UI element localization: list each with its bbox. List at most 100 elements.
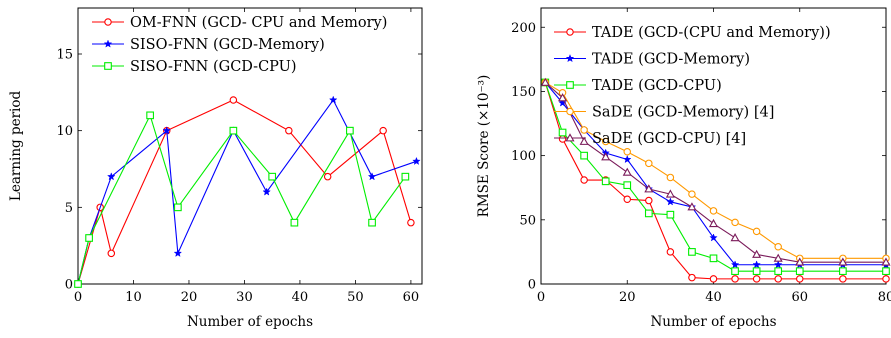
data-point	[623, 148, 631, 156]
data-point	[285, 126, 293, 135]
data-point	[752, 249, 762, 258]
data-point	[622, 154, 632, 164]
legend-swatch-marker	[104, 18, 112, 26]
data-point	[708, 218, 719, 228]
data-point	[773, 253, 783, 262]
x-tick-label: 20	[181, 290, 198, 305]
x-tick-label: 20	[619, 290, 636, 305]
data-point	[580, 176, 588, 184]
x-axis-label: Number of epochs	[650, 314, 776, 330]
series-line	[77, 99, 412, 285]
y-tick-label: 0	[528, 278, 536, 293]
data-point	[580, 151, 588, 160]
legend: OM-FNN (GCD- CPU and Memory) SISO-FNN (GC…	[92, 15, 387, 75]
legend-swatch-marker	[103, 39, 113, 48]
legend-label: TADE (GCD-(CPU and Memory))	[592, 25, 831, 41]
data-point	[839, 275, 847, 283]
x-tick-label: 40	[705, 290, 722, 305]
data-point	[558, 93, 568, 102]
data-point	[368, 218, 376, 227]
legend-swatch-marker	[566, 107, 574, 116]
data-point	[687, 202, 697, 211]
data-point	[774, 243, 782, 251]
data-point	[731, 218, 739, 227]
y-tick-label: 50	[519, 213, 536, 228]
y-tick-label: 15	[56, 48, 73, 63]
series-1	[541, 78, 890, 283]
data-point	[688, 190, 696, 198]
data-point	[540, 77, 550, 86]
legend-swatch-marker	[566, 81, 574, 89]
data-point	[709, 275, 718, 283]
legend-label: TADE (GCD-CPU)	[592, 78, 722, 94]
legend-label: OM-FNN (GCD- CPU and Memory)	[130, 15, 387, 31]
data-point	[666, 248, 675, 256]
data-point	[709, 254, 718, 263]
plot-frame	[77, 7, 423, 285]
series-1	[74, 96, 415, 288]
legend-label: SISO-FNN (GCD-Memory)	[130, 37, 325, 53]
data-point	[752, 260, 761, 269]
data-point	[666, 210, 675, 219]
series-2	[73, 95, 421, 288]
series-3	[541, 78, 890, 276]
data-point	[346, 126, 354, 135]
data-point	[882, 267, 890, 276]
legend-swatch-marker	[565, 133, 575, 142]
data-point	[795, 267, 804, 276]
data-point	[774, 275, 782, 283]
data-point	[601, 152, 611, 161]
x-axis-label: Number of epochs	[187, 314, 313, 330]
data-point	[709, 233, 718, 242]
data-point	[622, 167, 632, 176]
data-point	[623, 195, 631, 204]
data-point	[882, 275, 890, 283]
data-point	[229, 96, 238, 104]
data-point	[229, 126, 238, 135]
data-point	[644, 209, 653, 218]
data-point	[558, 128, 567, 137]
legend-label: SaDE (GCD-Memory) [4]	[592, 105, 774, 121]
x-tick-label: 80	[878, 290, 891, 305]
legend-label: SaDE (GCD-CPU) [4]	[592, 131, 746, 147]
data-point	[107, 249, 116, 258]
y-tick-label: 100	[511, 149, 536, 164]
data-point	[623, 181, 632, 190]
data-point	[666, 197, 675, 206]
data-point	[367, 172, 377, 181]
legend-swatch-marker	[104, 62, 112, 70]
data-point	[731, 267, 739, 276]
x-tick-label: 40	[292, 290, 309, 305]
data-point	[688, 248, 696, 256]
data-point	[795, 257, 805, 266]
legend: TADE (GCD-(CPU and Memory)) TADE (GCD-Mem…	[554, 25, 831, 147]
data-point	[730, 260, 740, 269]
data-point	[401, 172, 410, 181]
data-point	[74, 280, 82, 288]
learning-period-chart: 0 10 20 30 40 50 60 0 5 10 15 Number of epochs Learn…	[8, 7, 423, 330]
data-point	[709, 207, 718, 215]
data-point	[839, 267, 847, 276]
data-point	[146, 111, 154, 120]
data-point	[173, 248, 183, 257]
data-point	[645, 196, 653, 205]
data-point	[290, 218, 299, 227]
series-line	[77, 98, 417, 285]
data-point	[730, 233, 740, 242]
y-tick-label: 0	[65, 278, 73, 293]
x-tick-label: 0	[74, 290, 82, 305]
data-point	[262, 187, 271, 196]
data-point	[752, 227, 761, 236]
rmse-score-chart: 0 20 40 60 80 0 50 100 150 200 Number of epochs RMS…	[476, 7, 891, 330]
x-tick-label: 60	[403, 290, 420, 305]
data-point	[407, 218, 415, 227]
data-point	[773, 260, 783, 269]
series-5	[540, 77, 891, 266]
legend-swatch-marker	[565, 53, 575, 63]
data-point	[558, 98, 567, 107]
data-point	[688, 273, 696, 282]
data-point	[601, 177, 610, 186]
data-point	[644, 184, 654, 193]
data-point	[412, 156, 421, 165]
